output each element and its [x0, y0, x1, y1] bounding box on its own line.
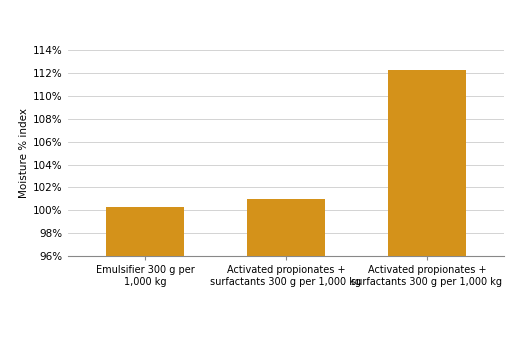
Y-axis label: Moisture % index: Moisture % index	[19, 108, 29, 198]
Bar	[107, 207, 184, 356]
Bar	[247, 199, 325, 356]
Bar	[388, 70, 465, 356]
Text: Figure 1 - Optimising moisture increases moisture level in the pellet: Figure 1 - Optimising moisture increases…	[6, 14, 460, 26]
